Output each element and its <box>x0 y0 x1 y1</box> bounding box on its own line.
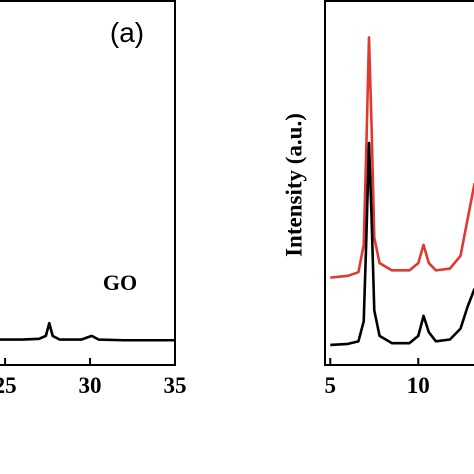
plot-frame <box>0 0 176 366</box>
x-tick-label: 25 <box>0 373 17 398</box>
x-tick-label: 30 <box>79 373 102 398</box>
data-line <box>330 36 474 279</box>
x-tick-label: 10 <box>407 373 430 398</box>
panel-label: (a) <box>110 17 144 48</box>
x-tick-label: 35 <box>164 373 187 398</box>
data-line <box>330 141 474 347</box>
series-label: GO <box>103 270 137 295</box>
data-line <box>0 321 175 342</box>
x-tick-label: 5 <box>325 373 337 398</box>
y-axis-label: Intensity (a.u.) <box>281 113 306 257</box>
plot-frame <box>324 0 474 366</box>
